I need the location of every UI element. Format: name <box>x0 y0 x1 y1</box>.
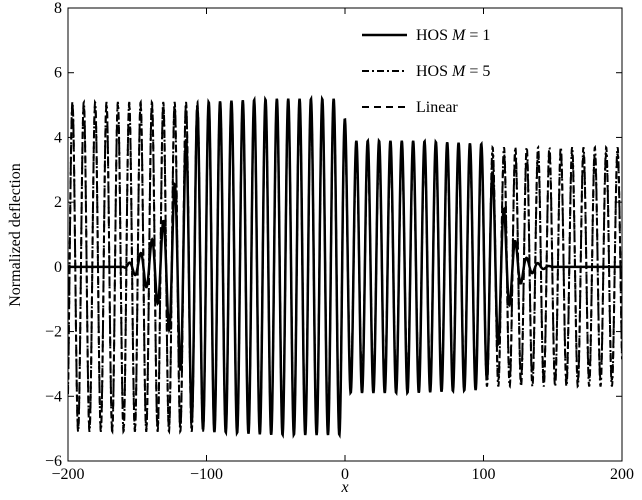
y-tick-label: 4 <box>54 129 62 146</box>
y-tick-label: 6 <box>54 65 62 82</box>
y-axis-label: Normalized deflection <box>7 163 24 307</box>
y-tick-label: 8 <box>54 0 62 17</box>
x-tick-label: 100 <box>472 466 496 483</box>
x-tick-label: 200 <box>610 466 634 483</box>
y-tick-label: −2 <box>45 324 62 341</box>
legend-label-hos-m5: HOS M = 5 <box>416 63 490 80</box>
y-tick-label: −4 <box>45 388 62 405</box>
y-tick-label: 0 <box>54 259 62 276</box>
x-tick-label: −100 <box>190 466 223 483</box>
legend-label-linear: Linear <box>416 99 458 116</box>
legend: HOS M = 1 HOS M = 5 Linear <box>362 27 490 116</box>
x-tick-label: −200 <box>51 466 84 483</box>
y-tick-label: −6 <box>45 453 62 470</box>
legend-label-hos-m1: HOS M = 1 <box>416 27 490 44</box>
x-tick-label: 0 <box>341 466 349 483</box>
series-line-solid <box>68 94 622 439</box>
y-tick-label: 2 <box>54 194 62 211</box>
plot-frame <box>67 7 623 462</box>
x-axis-label: x <box>340 479 348 496</box>
